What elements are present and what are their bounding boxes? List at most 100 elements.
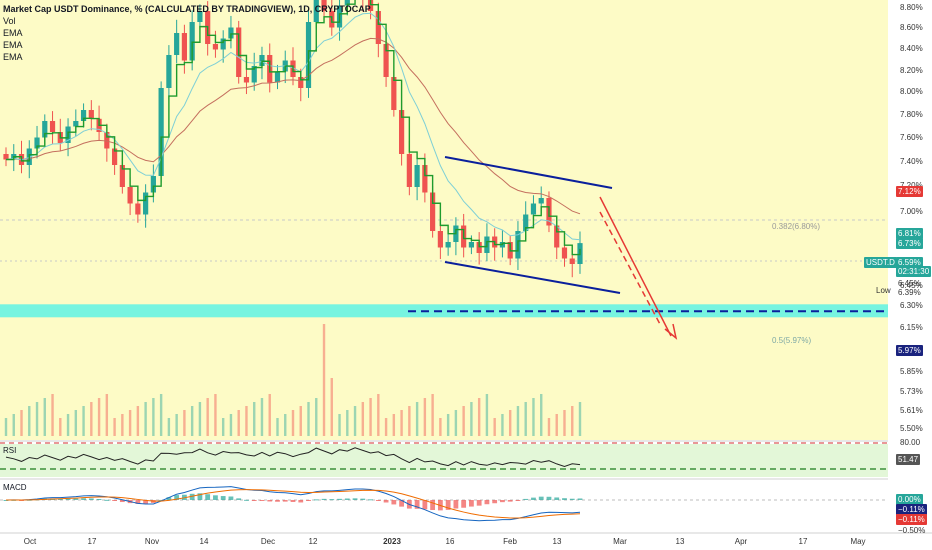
macd-hist-bar	[515, 500, 521, 501]
candle-body	[468, 242, 475, 248]
chart-title: Market Cap USDT Dominance, % (CALCULATED…	[3, 4, 371, 14]
volume-bar	[400, 410, 403, 436]
volume-bar	[346, 410, 349, 436]
volume-bar	[167, 418, 171, 436]
macd-hist-bar	[65, 498, 71, 500]
rsi-value-tag: 51.47	[896, 454, 921, 465]
volume-bar	[35, 402, 39, 436]
rsi-upper-tick: 80.00	[900, 438, 921, 447]
volume-bar	[524, 402, 527, 436]
price-tick: 6.45%	[900, 281, 923, 290]
macd-hist-bar	[135, 500, 141, 504]
candle-body	[73, 121, 79, 127]
legend-vol[interactable]: Vol	[3, 16, 16, 26]
time-tick: Apr	[734, 537, 748, 546]
volume-bar	[477, 398, 481, 436]
fib-label-05: 0.5(5.97%)	[772, 336, 812, 345]
volume-bar	[291, 410, 295, 436]
candle-body	[530, 203, 537, 215]
candle-body	[158, 88, 164, 176]
volume-bar	[532, 398, 535, 436]
macd-hist-bar	[236, 498, 242, 500]
rsi-line	[5, 447, 581, 468]
price-tick: 8.60%	[900, 23, 923, 32]
candle-body	[197, 11, 203, 22]
volume-bar	[408, 406, 411, 436]
time-tick: 13	[552, 537, 562, 546]
volume-bar	[268, 394, 271, 436]
candle-body	[174, 33, 180, 55]
volume-bar	[431, 394, 434, 436]
macd-hist-bar	[119, 500, 125, 503]
projection-arrow-dashed	[599, 211, 662, 327]
macd-hist-bar	[562, 498, 567, 500]
price-tick: 7.00%	[900, 207, 923, 216]
candle-body	[422, 165, 428, 193]
volume-bar	[59, 418, 62, 436]
macd-hist-bar	[81, 498, 86, 500]
volume-bar	[307, 402, 310, 436]
legend-ema-3[interactable]: EMA	[3, 52, 23, 62]
volume-bar	[571, 406, 574, 436]
time-tick: Oct	[23, 537, 37, 546]
macd-hist-bar	[577, 498, 583, 500]
macd-hist-bar	[399, 500, 404, 507]
time-tick: 12	[308, 537, 318, 546]
time-tick: 14	[199, 537, 209, 546]
volume-bar	[260, 398, 264, 436]
price-tick: 7.60%	[900, 133, 923, 142]
volume-bar	[90, 402, 93, 436]
legend-ema-1[interactable]: EMA	[3, 28, 23, 38]
price-tick: 7.40%	[900, 157, 923, 166]
macd-hist-bar	[174, 495, 180, 500]
volume-bar	[152, 398, 155, 436]
macd-hist-bar	[476, 500, 482, 506]
macd-hist-bar	[414, 500, 420, 509]
price-tick: 6.15%	[900, 323, 923, 332]
volume-bar	[578, 402, 582, 436]
macd-hist-bar	[275, 500, 280, 502]
macd-hist-bar	[158, 499, 164, 501]
volume-bar	[4, 418, 8, 436]
volume-bar	[516, 406, 520, 436]
volume-bar	[159, 394, 163, 436]
volume-bar	[540, 394, 543, 436]
legend-ema-2[interactable]: EMA	[3, 40, 23, 50]
volume-bar	[74, 410, 78, 436]
volume-bar	[113, 418, 116, 436]
macd-hist-bar	[368, 499, 373, 501]
volume-bar	[237, 410, 240, 436]
candle-body	[367, 0, 374, 11]
macd-hist-bar	[352, 498, 358, 500]
macd-hist-bar	[554, 497, 560, 500]
candle-body	[80, 110, 87, 121]
macd-hist-bar	[422, 500, 428, 510]
candle-body	[259, 55, 265, 66]
ema-fast-line	[6, 0, 581, 256]
macd-hist-bar	[143, 500, 149, 504]
volume-bar	[144, 402, 147, 436]
volume-bar	[214, 394, 217, 436]
candle-body	[111, 148, 118, 165]
price-tick: 8.20%	[900, 66, 923, 75]
volume-bar	[563, 410, 566, 436]
volume-bar	[206, 398, 209, 436]
candle-body	[538, 198, 544, 204]
volume-bar	[229, 414, 233, 436]
macd-hist-bar	[73, 498, 79, 500]
macd-label[interactable]: MACD	[3, 483, 27, 492]
macd-line	[5, 486, 581, 522]
candle-body	[42, 121, 48, 138]
volume-bar	[353, 406, 357, 436]
rsi-label[interactable]: RSI	[3, 446, 17, 455]
candle-body	[430, 192, 436, 231]
macd-hist-bar	[445, 500, 451, 510]
channel-upper	[444, 156, 613, 189]
macd-hist-bar	[375, 500, 381, 501]
volume-bar	[284, 414, 287, 436]
candle-body	[554, 225, 560, 248]
volume-bar	[43, 398, 46, 436]
candle-body	[181, 33, 188, 61]
candle-body	[34, 137, 40, 149]
